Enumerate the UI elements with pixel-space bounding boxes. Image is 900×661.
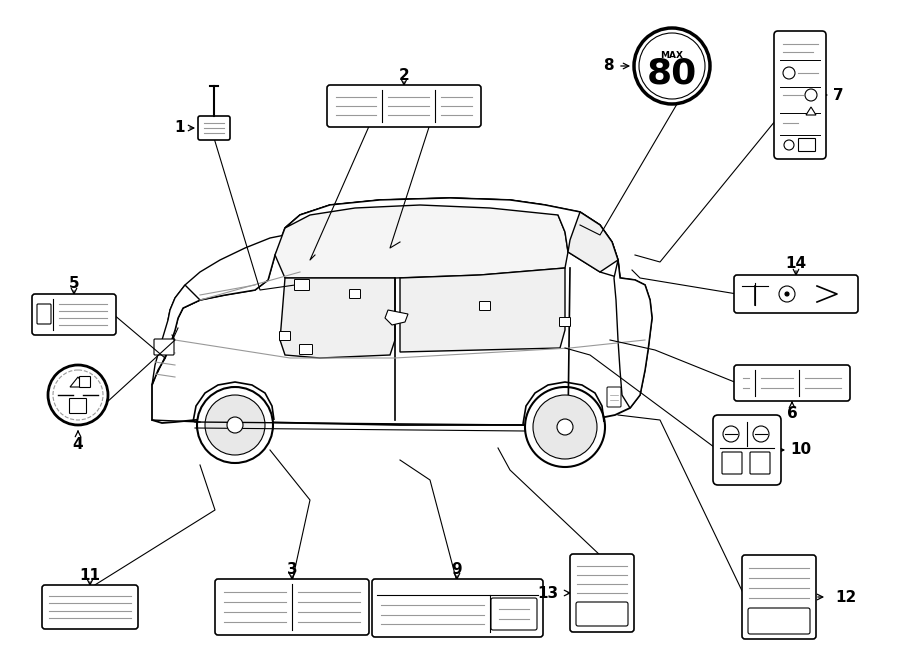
Circle shape <box>783 67 795 79</box>
Text: 10: 10 <box>790 442 811 457</box>
Circle shape <box>805 89 817 101</box>
FancyBboxPatch shape <box>300 344 312 354</box>
FancyBboxPatch shape <box>734 365 850 401</box>
Polygon shape <box>385 310 408 325</box>
FancyBboxPatch shape <box>37 304 51 324</box>
Circle shape <box>784 140 794 150</box>
FancyBboxPatch shape <box>491 598 537 630</box>
Text: 9: 9 <box>452 561 463 576</box>
Text: 14: 14 <box>786 256 806 270</box>
Text: 12: 12 <box>835 590 856 605</box>
FancyBboxPatch shape <box>215 579 369 635</box>
Polygon shape <box>568 212 618 272</box>
Text: 11: 11 <box>79 568 101 582</box>
Text: 13: 13 <box>537 586 558 600</box>
Text: MAX: MAX <box>661 52 683 61</box>
Text: 80: 80 <box>647 57 698 91</box>
FancyBboxPatch shape <box>198 116 230 140</box>
Text: 8: 8 <box>603 59 614 73</box>
FancyBboxPatch shape <box>280 332 291 340</box>
Circle shape <box>753 426 769 442</box>
Text: 7: 7 <box>833 87 843 102</box>
Circle shape <box>634 28 710 104</box>
Circle shape <box>197 387 273 463</box>
Text: 3: 3 <box>287 561 297 576</box>
FancyBboxPatch shape <box>372 579 543 637</box>
Polygon shape <box>614 260 652 408</box>
FancyBboxPatch shape <box>774 31 826 159</box>
FancyBboxPatch shape <box>570 554 634 632</box>
FancyBboxPatch shape <box>713 415 781 485</box>
FancyBboxPatch shape <box>154 339 174 355</box>
Polygon shape <box>806 107 816 115</box>
Polygon shape <box>152 285 200 385</box>
Circle shape <box>785 292 789 296</box>
FancyBboxPatch shape <box>327 85 481 127</box>
Polygon shape <box>400 268 565 352</box>
FancyBboxPatch shape <box>742 555 816 639</box>
Polygon shape <box>275 198 568 278</box>
Text: 1: 1 <box>175 120 185 136</box>
FancyBboxPatch shape <box>480 301 491 311</box>
Text: 6: 6 <box>787 405 797 420</box>
Polygon shape <box>152 198 652 425</box>
FancyBboxPatch shape <box>42 585 138 629</box>
FancyBboxPatch shape <box>748 608 810 634</box>
Circle shape <box>525 387 605 467</box>
Polygon shape <box>285 198 620 278</box>
Polygon shape <box>168 235 285 320</box>
FancyBboxPatch shape <box>576 602 628 626</box>
FancyBboxPatch shape <box>734 275 858 313</box>
Circle shape <box>48 365 108 425</box>
FancyBboxPatch shape <box>560 317 571 327</box>
Polygon shape <box>70 377 86 387</box>
FancyBboxPatch shape <box>722 452 742 474</box>
Circle shape <box>639 33 705 99</box>
FancyBboxPatch shape <box>69 399 86 414</box>
Circle shape <box>205 395 265 455</box>
Circle shape <box>53 370 103 420</box>
FancyBboxPatch shape <box>607 387 621 407</box>
Polygon shape <box>280 278 395 358</box>
FancyBboxPatch shape <box>798 139 815 151</box>
FancyBboxPatch shape <box>349 290 361 299</box>
Circle shape <box>779 286 795 302</box>
Circle shape <box>723 426 739 442</box>
Circle shape <box>557 419 573 435</box>
Text: 5: 5 <box>68 276 79 292</box>
FancyBboxPatch shape <box>32 294 116 335</box>
Circle shape <box>533 395 597 459</box>
Text: 4: 4 <box>73 437 84 452</box>
FancyBboxPatch shape <box>294 280 310 290</box>
FancyBboxPatch shape <box>79 377 91 387</box>
Text: 2: 2 <box>399 67 410 83</box>
Circle shape <box>227 417 243 433</box>
FancyBboxPatch shape <box>750 452 770 474</box>
